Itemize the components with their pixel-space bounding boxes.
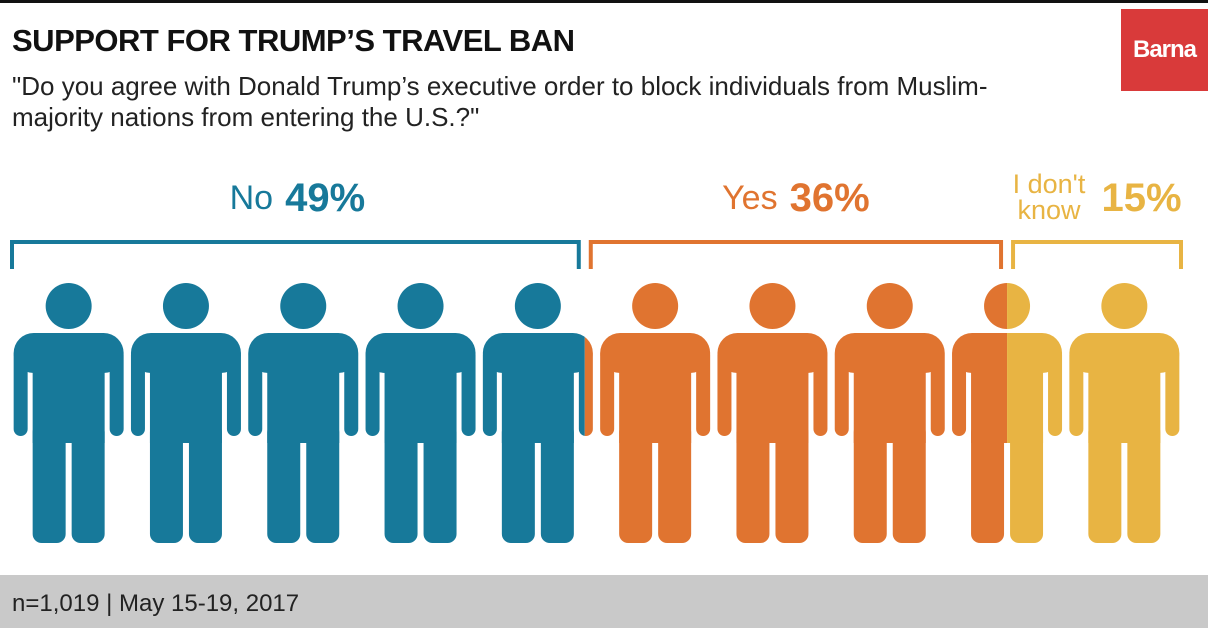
footer: n=1,019 | May 15-19, 2017 <box>0 575 1208 628</box>
segment-label: Yes 36% <box>585 163 1007 233</box>
category-name: No <box>229 178 274 217</box>
category-name: I don't know <box>1012 169 1086 225</box>
segment <box>584 283 1008 543</box>
subtitle: "Do you agree with Donald Trump’s execut… <box>12 71 988 132</box>
value-label: 49% <box>285 175 366 220</box>
title: SUPPORT FOR TRUMP’S TRAVEL BAN <box>12 23 575 58</box>
value-label: 15% <box>1101 175 1182 220</box>
value-label: 36% <box>789 175 870 220</box>
bracket <box>588 240 1004 269</box>
pictograph <box>10 240 1183 543</box>
segment <box>13 283 585 543</box>
source-note: n=1,019 | May 15-19, 2017 <box>12 590 300 617</box>
segment <box>1007 283 1180 543</box>
bracket <box>1011 240 1183 269</box>
brand-logo: Barna <box>1121 9 1208 91</box>
people <box>13 283 1180 543</box>
category-name: Yes <box>722 178 778 217</box>
segment-label: I don't know 15% <box>1007 163 1183 233</box>
bracket <box>10 240 581 269</box>
segment-label: No 49% <box>10 163 585 233</box>
